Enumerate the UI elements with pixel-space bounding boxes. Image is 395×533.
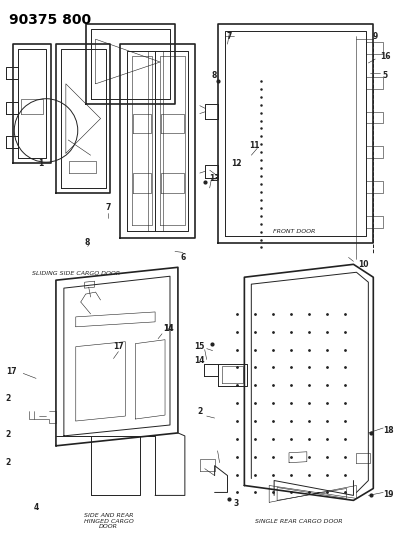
Text: 15: 15 <box>195 342 205 351</box>
Text: 12: 12 <box>231 159 242 168</box>
Text: 4: 4 <box>34 503 39 512</box>
Text: 5: 5 <box>383 71 388 80</box>
Text: 1: 1 <box>38 159 44 168</box>
Text: 17: 17 <box>6 367 17 376</box>
Text: 14: 14 <box>163 324 173 333</box>
Text: 19: 19 <box>383 490 393 499</box>
Text: 8: 8 <box>85 238 90 247</box>
Text: 9: 9 <box>372 32 378 41</box>
Text: 7: 7 <box>106 203 111 212</box>
Text: 6: 6 <box>180 253 186 262</box>
Text: SLIDING SIDE CARGO DOOR: SLIDING SIDE CARGO DOOR <box>32 271 120 276</box>
Text: 90375 800: 90375 800 <box>9 13 92 27</box>
Text: 13: 13 <box>209 174 220 182</box>
Text: 2: 2 <box>197 407 202 416</box>
Text: 11: 11 <box>249 141 260 150</box>
Text: FRONT DOOR: FRONT DOOR <box>273 229 315 234</box>
Text: 2: 2 <box>6 458 11 467</box>
Text: SIDE AND REAR
HINGED CARGO
DOOR: SIDE AND REAR HINGED CARGO DOOR <box>84 513 134 529</box>
Text: 18: 18 <box>383 426 393 435</box>
Text: 14: 14 <box>194 356 205 365</box>
Text: 7: 7 <box>227 32 232 41</box>
Text: 2: 2 <box>6 431 11 439</box>
Text: 3: 3 <box>234 499 239 508</box>
Text: 2: 2 <box>6 394 11 403</box>
Text: 10: 10 <box>358 260 369 269</box>
Text: SINGLE REAR CARGO DOOR: SINGLE REAR CARGO DOOR <box>255 519 343 524</box>
Text: 8: 8 <box>212 71 217 80</box>
Text: 17: 17 <box>113 342 124 351</box>
Text: 14: 14 <box>163 324 173 333</box>
Text: 16: 16 <box>380 52 390 61</box>
